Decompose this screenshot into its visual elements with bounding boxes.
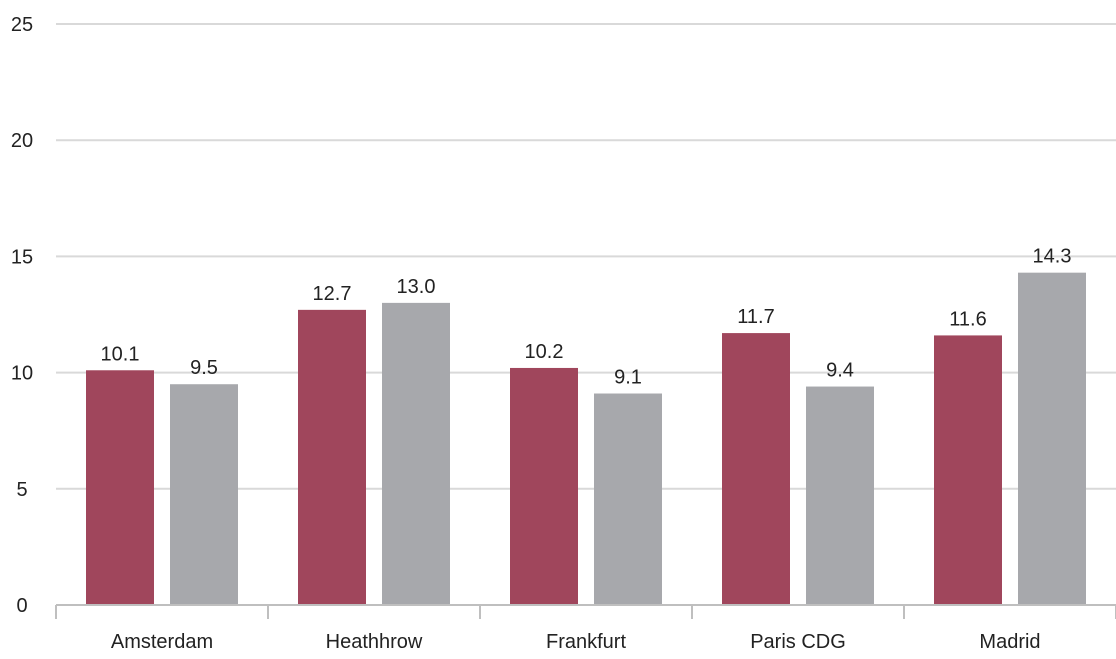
data-label: 9.5 xyxy=(190,357,218,379)
data-label: 11.7 xyxy=(737,306,774,328)
y-tick-label: 15 xyxy=(11,246,33,268)
data-label: 13.0 xyxy=(397,276,436,298)
data-label: 9.4 xyxy=(826,360,854,382)
x-category-label: Heathhrow xyxy=(326,631,423,653)
y-axis-tick-labels: 0 5 10 15 20 25 xyxy=(11,14,33,617)
y-tick-label: 20 xyxy=(11,130,33,152)
x-category-label: Amsterdam xyxy=(111,631,213,653)
data-label: 10.2 xyxy=(525,341,564,363)
x-axis: Amsterdam Heathhrow Frankfurt Paris CDG Madr… xyxy=(55,604,1116,653)
bar xyxy=(510,367,578,605)
y-tick-label: 5 xyxy=(16,479,27,501)
bar xyxy=(298,309,366,605)
bar xyxy=(806,386,874,605)
data-label: 10.1 xyxy=(101,343,140,365)
bar xyxy=(934,335,1002,605)
bar xyxy=(86,370,154,605)
data-label: 9.1 xyxy=(614,367,642,389)
data-label: 11.6 xyxy=(949,308,986,330)
y-tick-label: 25 xyxy=(11,14,33,36)
bar xyxy=(1018,272,1086,605)
bar xyxy=(722,333,790,605)
data-labels: 10.1 9.5 12.7 13.0 10.2 9.1 11.7 9.4 11.6 14.3 xyxy=(101,246,1072,389)
data-label: 14.3 xyxy=(1033,246,1072,268)
bar xyxy=(170,384,238,605)
y-tick-label: 10 xyxy=(11,363,33,385)
bar xyxy=(594,393,662,605)
bar xyxy=(382,302,450,605)
bars xyxy=(86,272,1086,605)
x-category-label: Madrid xyxy=(979,631,1040,653)
x-category-label: Paris CDG xyxy=(750,631,846,653)
x-category-label: Frankfurt xyxy=(546,631,626,653)
data-label: 12.7 xyxy=(313,283,352,305)
y-tick-label: 0 xyxy=(16,595,27,617)
